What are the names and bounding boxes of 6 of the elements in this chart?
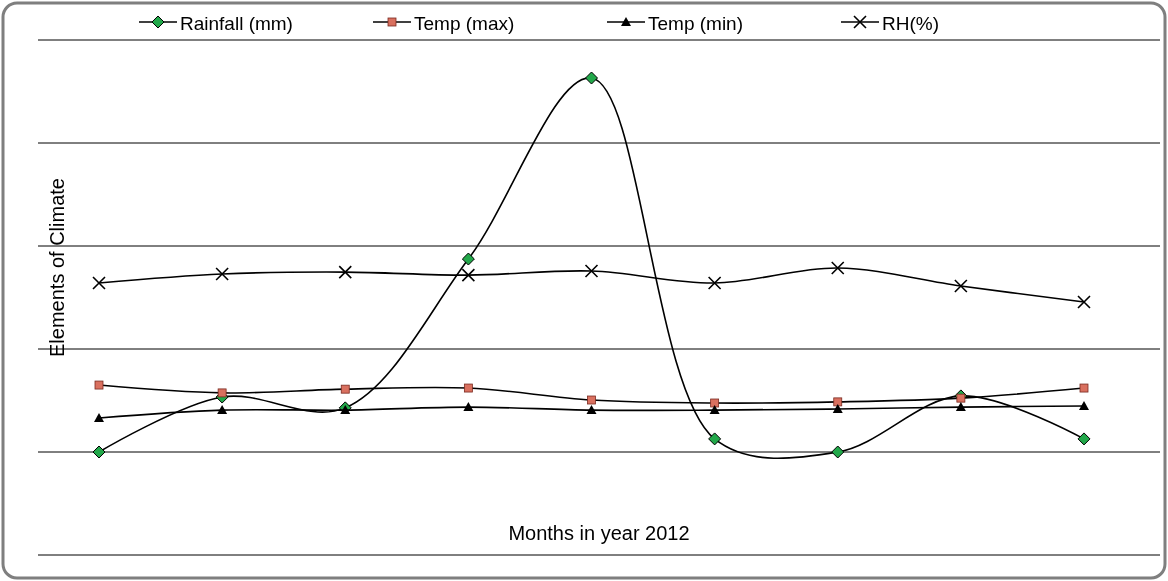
y-axis-title: Elements of Climate [46,178,68,357]
legend-label: RH(%) [882,13,939,34]
legend-label: Temp (min) [648,13,744,34]
x-axis-title: Months in year 2012 [508,522,690,544]
legend-label: Temp (max) [414,13,515,34]
legend-label: Rainfall (mm) [180,13,293,34]
